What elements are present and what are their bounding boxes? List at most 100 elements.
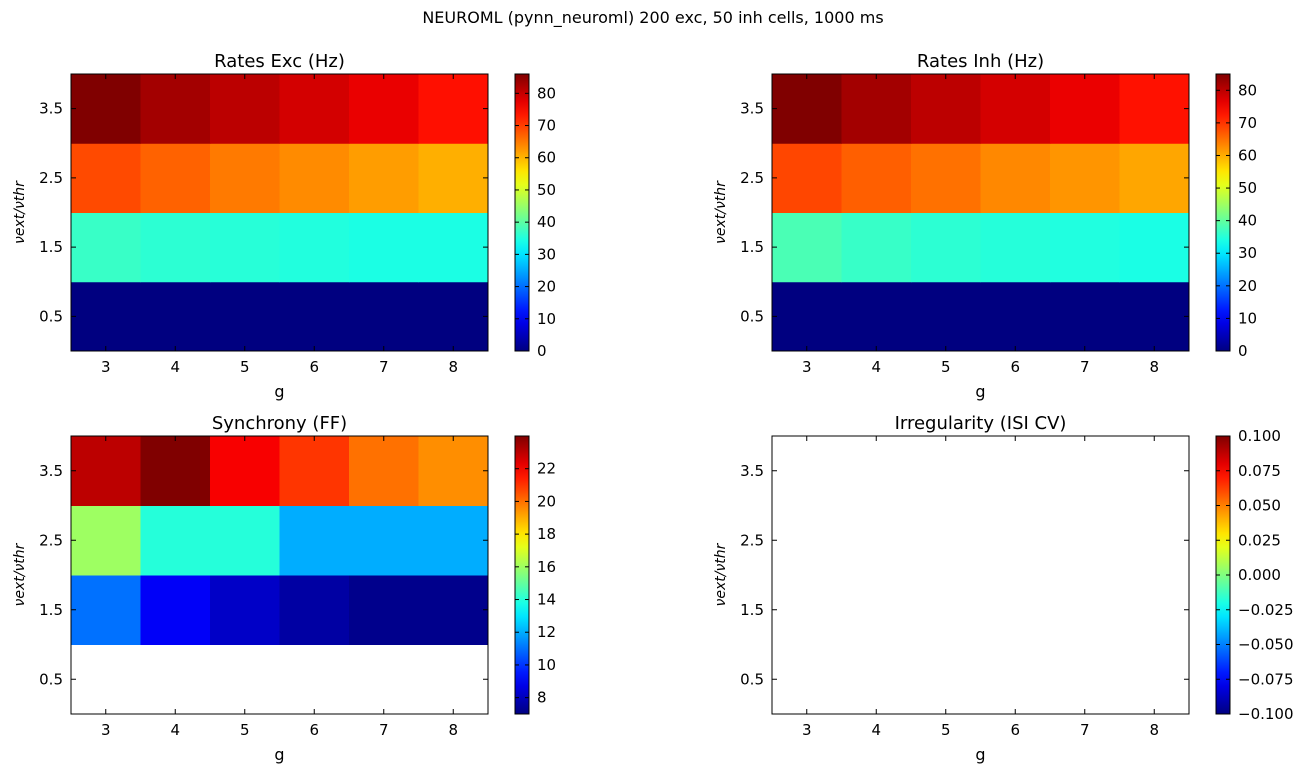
y-tick-label: 2.5 bbox=[39, 169, 63, 187]
heatmap-cell bbox=[349, 143, 419, 213]
heatmap-cell bbox=[71, 143, 141, 213]
heatmap-cell bbox=[1119, 143, 1190, 213]
heatmap-cell bbox=[418, 74, 489, 144]
heatmap-cell bbox=[349, 212, 419, 283]
heatmap-cell bbox=[418, 143, 489, 213]
colorbar-tick-label: 22 bbox=[537, 460, 556, 478]
x-tick-label: 7 bbox=[379, 358, 389, 376]
heatmap-cell bbox=[980, 212, 1051, 283]
y-tick-label: 1.5 bbox=[740, 601, 764, 619]
heatmap-cell bbox=[140, 281, 211, 352]
colorbar-tick-label: −0.025 bbox=[1238, 601, 1294, 619]
colorbar-tick-label: 70 bbox=[537, 117, 556, 135]
colorbar-tick-label: 0.100 bbox=[1238, 427, 1281, 445]
heatmap-cell bbox=[1119, 212, 1190, 283]
heatmap-cell bbox=[980, 74, 1051, 144]
heatmap-cell bbox=[140, 575, 211, 645]
chart-title: Rates Inh (Hz) bbox=[917, 51, 1044, 72]
heatmap-cell bbox=[279, 281, 350, 352]
heatmap-cell bbox=[772, 143, 842, 213]
y-tick-label: 2.5 bbox=[740, 169, 764, 187]
x-tick-label: 3 bbox=[802, 358, 812, 376]
heatmap-cell bbox=[140, 212, 211, 283]
heatmap-cell bbox=[71, 74, 141, 144]
heatmap-cell bbox=[418, 281, 489, 352]
plot-frame bbox=[70, 435, 489, 715]
y-tick-label: 3.5 bbox=[740, 462, 764, 480]
colorbar-tick-label: 30 bbox=[537, 245, 556, 263]
y-tick-label: 1.5 bbox=[39, 238, 63, 256]
colorbar-tick-label: 30 bbox=[1238, 244, 1257, 262]
x-axis-label: g bbox=[274, 745, 284, 764]
figure-title: NEUROML (pynn_neuroml) 200 exc, 50 inh c… bbox=[422, 8, 884, 27]
plot-frame bbox=[70, 73, 489, 352]
heatmap-cell bbox=[71, 436, 141, 506]
heatmap-cell bbox=[210, 212, 280, 283]
y-tick-label: 0.5 bbox=[39, 670, 63, 688]
x-tick-label: 5 bbox=[941, 358, 951, 376]
y-tick-label: 1.5 bbox=[39, 601, 63, 619]
colorbar-tick-label: 10 bbox=[537, 656, 556, 674]
y-tick-label: 0.5 bbox=[39, 307, 63, 325]
heatmap-cell bbox=[71, 212, 141, 283]
colorbar bbox=[514, 435, 530, 715]
colorbar-tick-label: 80 bbox=[537, 84, 556, 102]
colorbar-tick-label: 0.025 bbox=[1238, 531, 1281, 549]
x-tick-label: 5 bbox=[240, 721, 250, 739]
heatmap-cell bbox=[418, 212, 489, 283]
heatmap-cell bbox=[418, 575, 489, 645]
heatmap-cell bbox=[911, 74, 981, 144]
heatmap-cell bbox=[772, 212, 842, 283]
heatmap-cell bbox=[772, 281, 842, 352]
heatmap-cell bbox=[418, 505, 489, 576]
colorbar bbox=[514, 73, 530, 352]
colorbar-tick-label: −0.075 bbox=[1238, 670, 1294, 688]
heatmap-cell bbox=[71, 505, 141, 576]
colorbar-tick-label: 50 bbox=[537, 181, 556, 199]
colorbar-tick-label: 8 bbox=[537, 689, 547, 707]
heatmap-cell bbox=[279, 212, 350, 283]
chart-title: Irregularity (ISI CV) bbox=[895, 413, 1067, 434]
heatmap-cell bbox=[140, 74, 211, 144]
colorbar-tick-label: 20 bbox=[1238, 277, 1257, 295]
heatmap-cell bbox=[1050, 143, 1120, 213]
heatmap-cell bbox=[841, 212, 912, 283]
heatmap-cell bbox=[279, 505, 350, 576]
colorbar-tick-label: 0.000 bbox=[1238, 566, 1281, 584]
x-tick-label: 4 bbox=[871, 358, 881, 376]
heatmap-cell bbox=[279, 575, 350, 645]
heatmap-cell bbox=[1050, 281, 1120, 352]
x-tick-label: 7 bbox=[1080, 721, 1090, 739]
colorbar-tick-label: 50 bbox=[1238, 179, 1257, 197]
colorbar-tick-label: 80 bbox=[1238, 81, 1257, 99]
colorbar-tick-label: 18 bbox=[537, 525, 556, 543]
heatmap-cell bbox=[349, 74, 419, 144]
y-tick-label: 1.5 bbox=[740, 238, 764, 256]
y-tick-label: 2.5 bbox=[39, 531, 63, 549]
heatmap-cell bbox=[841, 281, 912, 352]
heatmap-cell bbox=[349, 505, 419, 576]
x-tick-label: 5 bbox=[941, 721, 951, 739]
chart-title: Synchrony (FF) bbox=[212, 413, 347, 434]
heatmap-cell bbox=[349, 436, 419, 506]
x-tick-label: 8 bbox=[448, 721, 458, 739]
colorbar-tick-label: 20 bbox=[537, 278, 556, 296]
heatmap-cell bbox=[210, 74, 280, 144]
colorbar-tick-label: −0.100 bbox=[1238, 705, 1294, 723]
x-axis-label: g bbox=[975, 745, 985, 764]
heatmap-cell bbox=[140, 505, 211, 576]
x-tick-label: 6 bbox=[309, 358, 319, 376]
heatmap-cell bbox=[140, 436, 211, 506]
colorbar bbox=[1215, 73, 1231, 352]
x-tick-label: 8 bbox=[448, 358, 458, 376]
x-tick-label: 6 bbox=[309, 721, 319, 739]
heatmap-cell bbox=[418, 436, 489, 506]
heatmap-cell bbox=[1050, 74, 1120, 144]
y-axis-label: νext/νthr bbox=[713, 542, 729, 606]
x-tick-label: 4 bbox=[871, 721, 881, 739]
colorbar-tick-label: 0 bbox=[537, 342, 547, 360]
heatmap-cell bbox=[980, 143, 1051, 213]
heatmap-cell bbox=[279, 143, 350, 213]
colorbar-tick-label: 0.050 bbox=[1238, 497, 1281, 515]
